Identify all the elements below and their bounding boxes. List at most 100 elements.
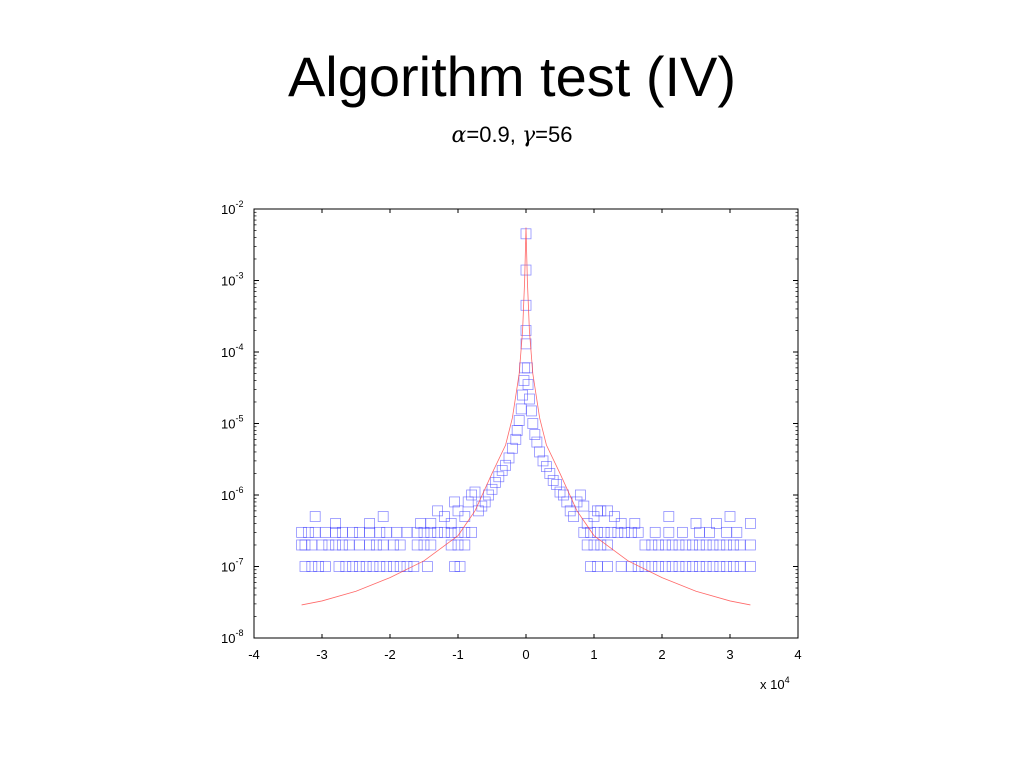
data-point	[343, 539, 355, 551]
data-point	[537, 455, 549, 467]
data-point	[353, 526, 365, 538]
data-point	[517, 389, 528, 401]
data-point	[330, 518, 342, 529]
data-point	[364, 526, 376, 538]
data-point	[666, 561, 678, 572]
data-point	[296, 526, 308, 538]
data-point	[438, 526, 450, 538]
data-point	[387, 561, 399, 572]
data-point	[452, 539, 464, 551]
x-tick-label: 2	[658, 647, 665, 662]
data-point	[309, 511, 321, 522]
gamma-symbol: γ	[522, 123, 536, 148]
y-tick-label: 10-6	[221, 485, 243, 503]
data-point	[680, 561, 692, 572]
data-point	[489, 477, 501, 488]
data-point	[673, 539, 685, 551]
data-point	[581, 518, 593, 529]
data-point	[544, 468, 556, 479]
data-point	[445, 526, 457, 538]
data-point	[663, 526, 675, 538]
data-point	[513, 415, 525, 426]
x-tick-label: 1	[590, 647, 597, 662]
data-point	[588, 511, 600, 522]
data-point	[568, 511, 579, 522]
data-point	[306, 561, 318, 572]
data-point	[411, 526, 423, 538]
data-point	[531, 436, 543, 448]
data-point	[731, 526, 743, 538]
data-point	[367, 561, 379, 572]
x-tick-label: 0	[522, 647, 529, 662]
data-point	[503, 452, 515, 464]
data-point	[707, 561, 719, 572]
data-point	[520, 299, 532, 311]
data-point	[438, 511, 450, 522]
data-point	[364, 518, 376, 529]
x-tick-label: 3	[726, 647, 733, 662]
data-point	[588, 539, 600, 551]
data-point	[374, 561, 386, 572]
y-tick-label: 10-3	[221, 271, 243, 289]
data-point	[520, 338, 532, 350]
data-point	[336, 526, 348, 538]
data-point	[319, 526, 331, 538]
data-point	[313, 561, 325, 572]
data-point	[602, 561, 613, 572]
data-point	[415, 518, 427, 529]
data-point	[306, 539, 318, 551]
x-tick-label: -1	[452, 647, 464, 662]
y-tick-label: 10-7	[221, 557, 243, 575]
data-point	[353, 539, 365, 551]
data-point	[496, 465, 508, 476]
data-point	[632, 561, 644, 572]
data-point	[377, 539, 389, 551]
y-tick-label: 10-2	[221, 199, 243, 217]
data-point	[612, 526, 624, 538]
data-point	[483, 489, 495, 501]
slide-subtitle: α=0.9, γ=56	[0, 122, 1024, 148]
data-point	[639, 561, 651, 572]
data-point	[462, 496, 474, 508]
data-point	[394, 539, 406, 551]
data-point	[554, 486, 566, 498]
fit-curve-line	[301, 227, 751, 606]
data-point	[646, 561, 658, 572]
data-point	[459, 511, 471, 522]
data-point	[347, 561, 359, 572]
data-point	[432, 526, 444, 538]
data-point	[515, 403, 527, 415]
data-point	[646, 539, 658, 551]
data-point	[578, 500, 590, 512]
data-point	[551, 479, 562, 490]
data-point	[700, 561, 712, 572]
x-tick-label: -2	[384, 647, 396, 662]
data-point	[690, 518, 702, 529]
data-point	[721, 561, 732, 572]
data-point	[401, 561, 413, 572]
data-point	[660, 539, 671, 551]
data-point	[449, 496, 461, 508]
data-point	[694, 526, 705, 538]
data-point	[526, 405, 537, 417]
x-tick-label: -3	[316, 647, 328, 662]
x-multiplier-label: x 104	[760, 675, 790, 692]
data-point	[425, 518, 437, 529]
axes: -4 -3 -2 -1 0 1 2 3 4 10-2 10-3 10-4 10-5 10-6 10-7 10-…	[221, 199, 802, 662]
data-point	[524, 393, 535, 405]
data-point	[615, 518, 627, 529]
alpha-value: =0.9,	[466, 122, 523, 147]
data-point	[511, 425, 523, 436]
data-point	[541, 461, 552, 472]
data-point	[663, 511, 675, 522]
data-point	[745, 518, 756, 529]
data-point	[466, 526, 478, 538]
data-point	[639, 539, 651, 551]
data-point	[319, 561, 331, 572]
data-point	[486, 483, 498, 495]
data-point	[360, 561, 372, 572]
data-point	[316, 539, 328, 551]
data-point	[519, 362, 531, 374]
data-point	[660, 561, 671, 572]
data-point	[330, 539, 342, 551]
